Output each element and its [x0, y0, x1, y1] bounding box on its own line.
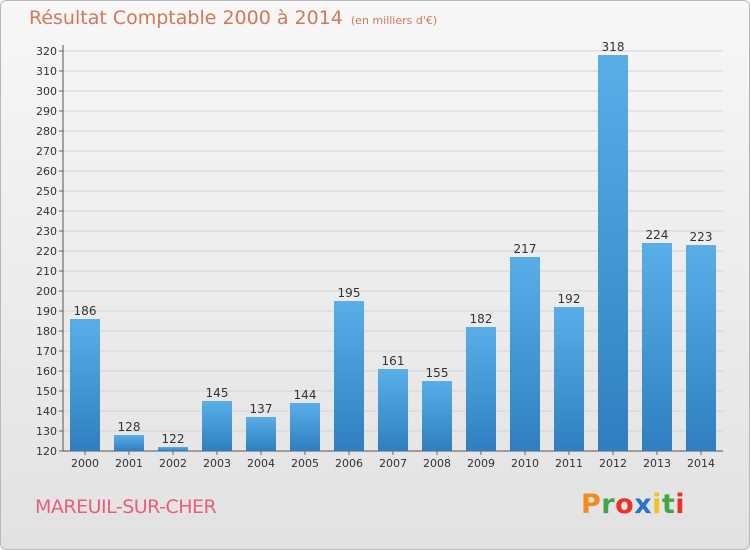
y-tick-label: 300	[36, 85, 57, 98]
bar-2009	[466, 327, 496, 451]
data-label-2004: 137	[250, 402, 273, 416]
y-tick-label: 180	[36, 325, 57, 338]
y-tick-label: 150	[36, 385, 57, 398]
chart-title: Résultat Comptable 2000 à 2014 (en millie…	[29, 7, 437, 29]
y-tick-label: 320	[36, 45, 57, 58]
y-tick-label: 290	[36, 105, 57, 118]
bar-2010	[510, 257, 540, 451]
data-label-2002: 122	[162, 432, 185, 446]
logo-letter: r	[601, 489, 616, 520]
bar-2007	[378, 369, 408, 451]
x-tick-label-2004: 2004	[247, 457, 275, 470]
data-label-2010: 217	[514, 242, 537, 256]
data-labels: 186 128 122 145 137 144 195 161 155 182 217 192 318 2…	[74, 40, 713, 446]
y-tick-label: 240	[36, 205, 57, 218]
data-label-2009: 182	[470, 312, 493, 326]
bar-2012	[598, 55, 628, 451]
bars	[70, 55, 716, 451]
data-label-2014: 223	[690, 230, 713, 244]
x-tick-label-2014: 2014	[687, 457, 715, 470]
y-tick-label: 200	[36, 285, 57, 298]
bar-2000	[70, 319, 100, 451]
bar-2004	[246, 417, 276, 451]
x-tick-label-2010: 2010	[511, 457, 539, 470]
bar-2002	[158, 447, 188, 451]
data-label-2000: 186	[74, 304, 97, 318]
logo-letter: t	[661, 489, 676, 520]
data-label-2012: 318	[602, 40, 625, 54]
bar-2011	[554, 307, 584, 451]
x-tick-label-2002: 2002	[159, 457, 187, 470]
logo-letter: i	[675, 489, 686, 520]
data-label-2006: 195	[338, 286, 361, 300]
x-tick-label-2013: 2013	[643, 457, 671, 470]
commune-name: MAREUIL-SUR-CHER	[35, 496, 217, 518]
y-tick-label: 170	[36, 345, 57, 358]
y-tick-labels: 120 130 140 150 160 170 180 190 200 210 220 230 240 2…	[36, 45, 57, 458]
proxiti-logo: Proxiti	[581, 489, 685, 520]
title-unit: (en milliers d'€)	[350, 14, 438, 27]
y-tick-label: 270	[36, 145, 57, 158]
bar-2001	[114, 435, 144, 451]
x-tick-label-2008: 2008	[423, 457, 451, 470]
x-tick-label-2003: 2003	[203, 457, 231, 470]
x-tick-label-2009: 2009	[467, 457, 495, 470]
y-tick-label: 210	[36, 265, 57, 278]
y-tick-label: 120	[36, 445, 57, 458]
y-tick-label: 260	[36, 165, 57, 178]
logo-letter: x	[634, 489, 653, 520]
x-tick-label-2007: 2007	[379, 457, 407, 470]
logo-letter: P	[581, 489, 602, 520]
bar-2006	[334, 301, 364, 451]
y-tick-label: 220	[36, 245, 57, 258]
y-tick-label: 280	[36, 125, 57, 138]
data-label-2001: 128	[118, 420, 141, 434]
y-tick-label: 140	[36, 405, 57, 418]
x-tick-label-2001: 2001	[115, 457, 143, 470]
bar-2013	[642, 243, 672, 451]
data-label-2007: 161	[382, 354, 405, 368]
bar-2014	[686, 245, 716, 451]
x-tick-label-2000: 2000	[71, 457, 99, 470]
y-tick-label: 160	[36, 365, 57, 378]
y-tick-label: 250	[36, 185, 57, 198]
data-label-2005: 144	[294, 388, 317, 402]
bar-2005	[290, 403, 320, 451]
title-text: Résultat Comptable 2000 à 2014	[29, 7, 343, 29]
y-tick-label: 130	[36, 425, 57, 438]
x-tick-label-2012: 2012	[599, 457, 627, 470]
data-label-2008: 155	[426, 366, 449, 380]
logo-letter: o	[615, 489, 635, 520]
x-tick-labels: 2000 2001 2002 2003 2004 2005 2006 2007 2008 2009…	[71, 457, 715, 470]
x-tick-label-2005: 2005	[291, 457, 319, 470]
logo-letter: i	[652, 489, 662, 520]
bar-2003	[202, 401, 232, 451]
data-label-2003: 145	[206, 386, 229, 400]
data-label-2011: 192	[558, 292, 581, 306]
x-tick-label-2011: 2011	[555, 457, 583, 470]
bar-2008	[422, 381, 452, 451]
data-label-2013: 224	[646, 228, 669, 242]
y-tick-label: 190	[36, 305, 57, 318]
x-tick-label-2006: 2006	[335, 457, 363, 470]
y-tick-label: 310	[36, 65, 57, 78]
y-tick-label: 230	[36, 225, 57, 238]
